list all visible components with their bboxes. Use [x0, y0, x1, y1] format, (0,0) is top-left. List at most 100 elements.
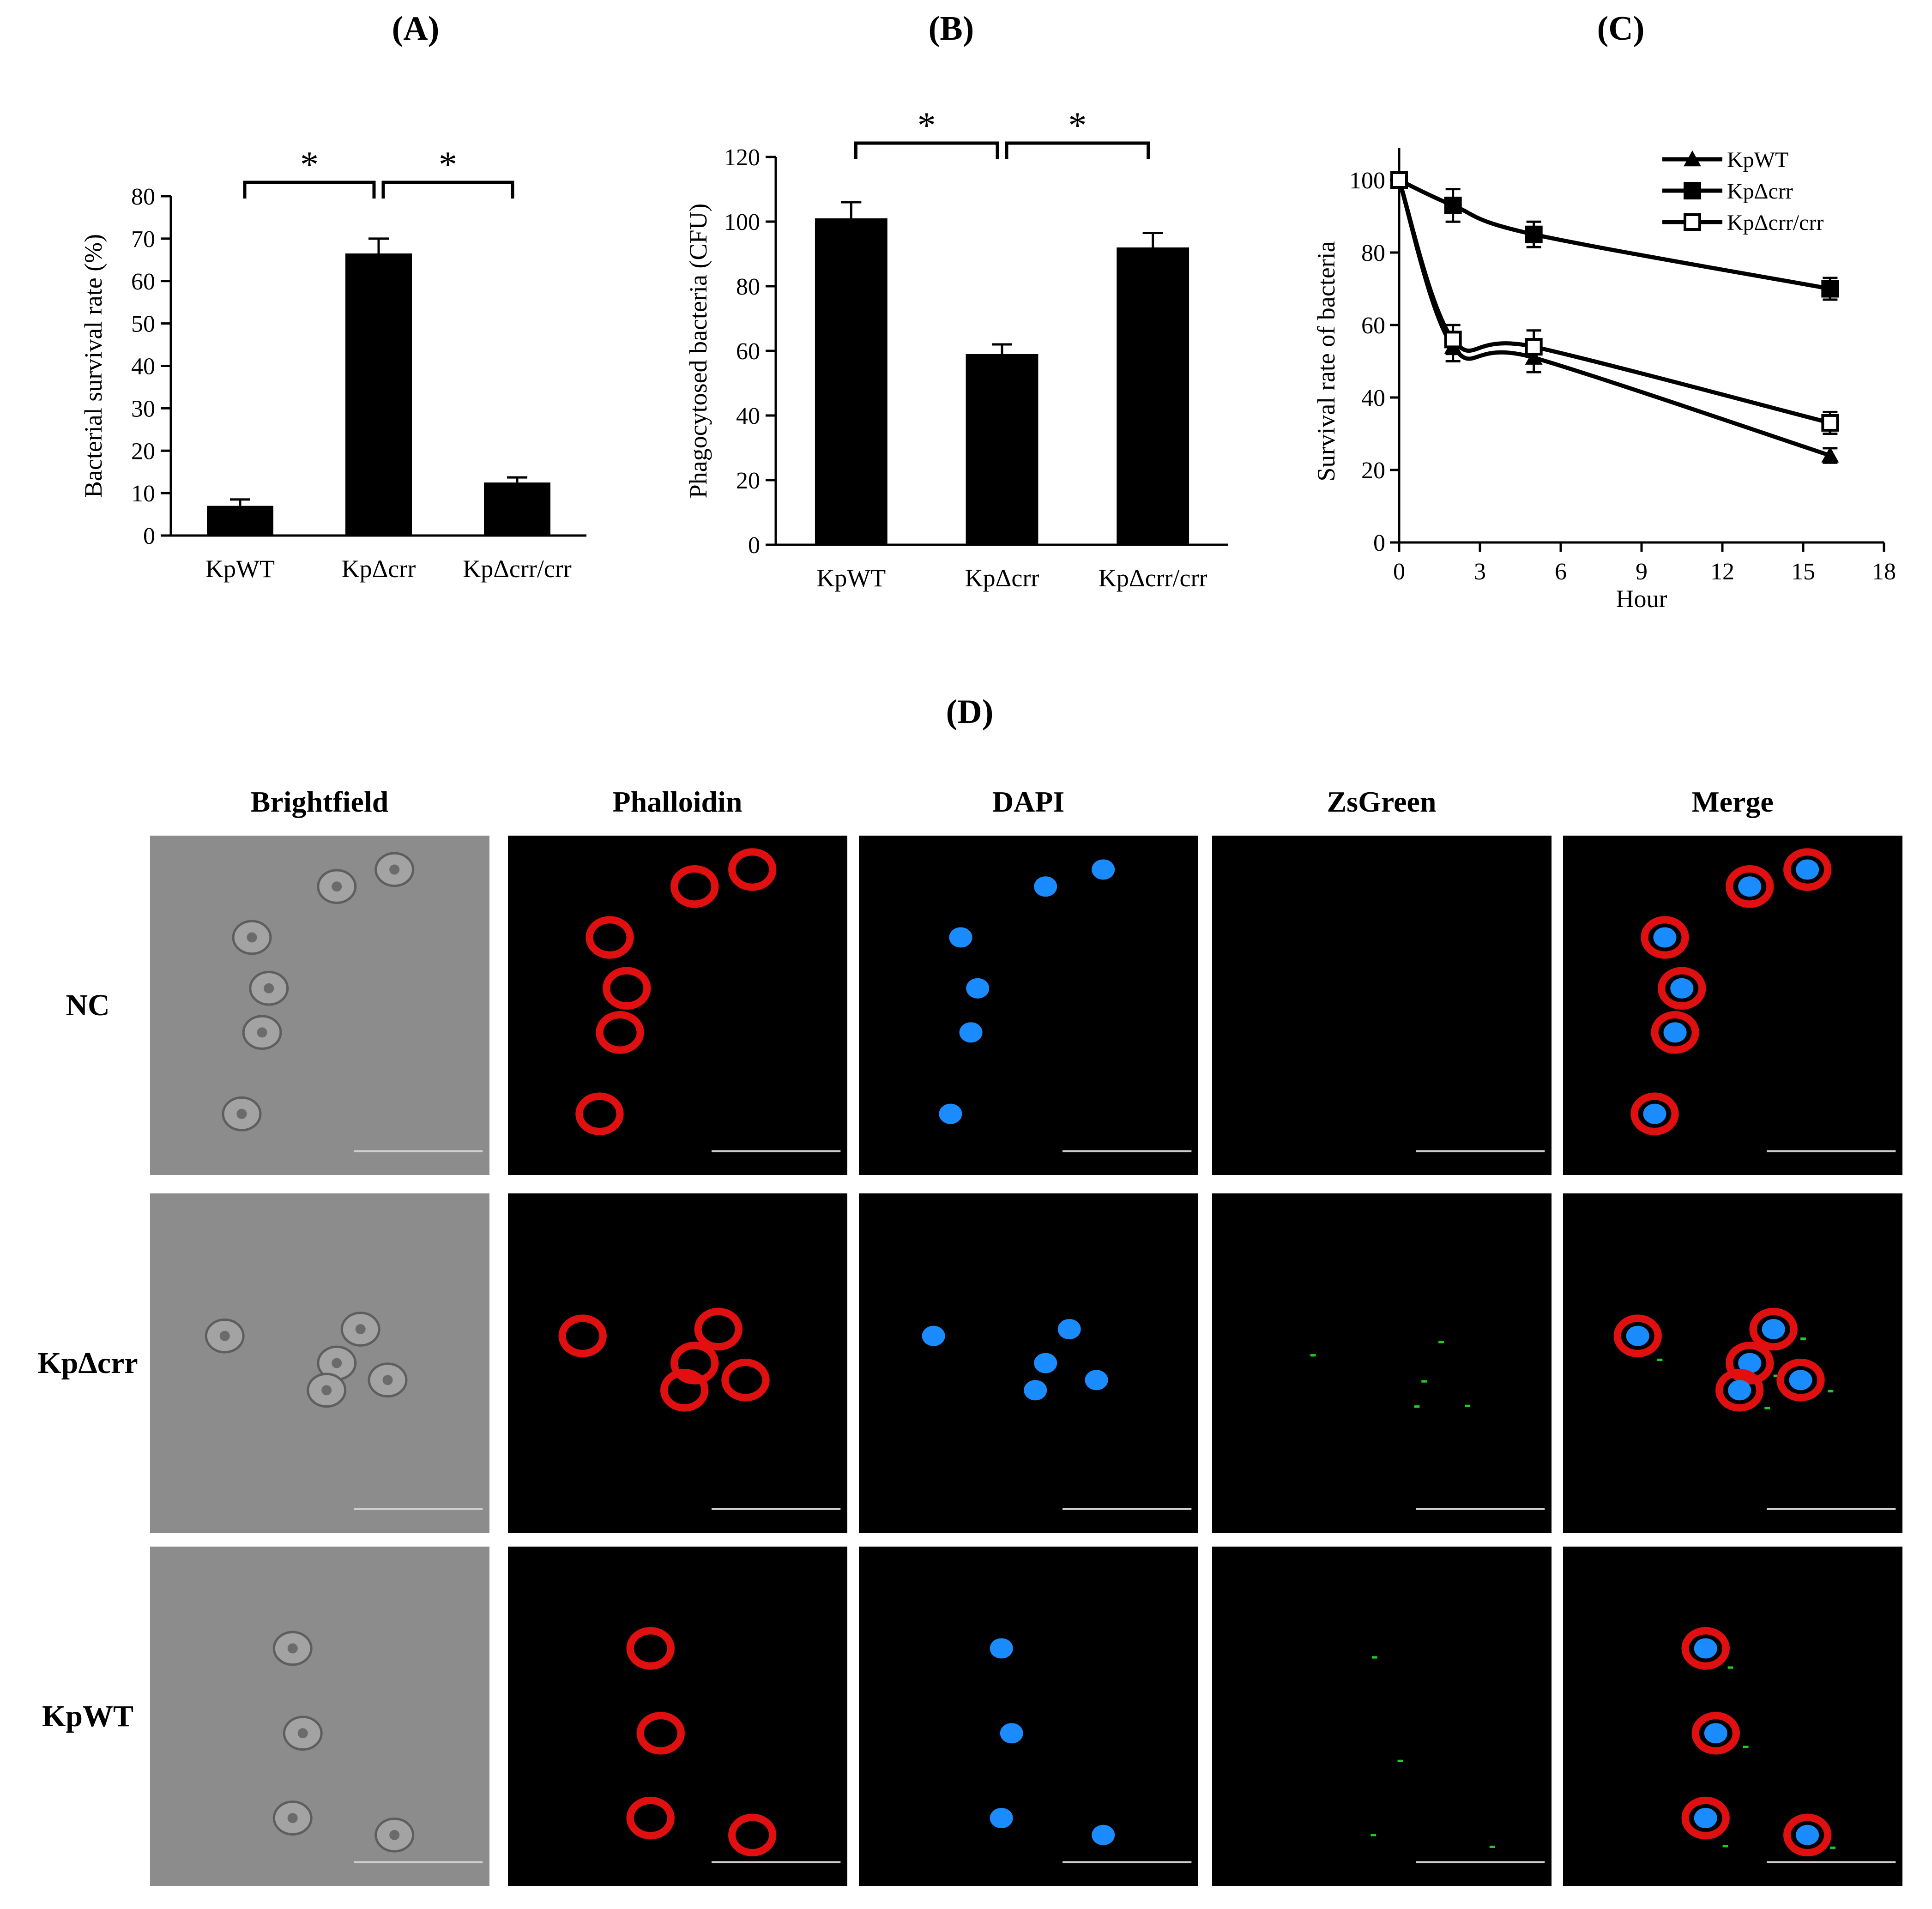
actin-outline — [1658, 967, 1706, 1010]
y-tick-label: 20 — [131, 438, 155, 464]
nucleus — [1796, 859, 1819, 880]
legend-label: KpΔcrr/crr — [1727, 211, 1823, 235]
y-tick-label: 50 — [131, 311, 155, 337]
micrograph-image — [1563, 1193, 1902, 1533]
micrograph-image — [859, 836, 1198, 1175]
image-background — [508, 1547, 847, 1886]
micrograph-image — [859, 1547, 1198, 1886]
nucleus — [1057, 1319, 1081, 1340]
actin-outline — [1776, 1358, 1825, 1402]
x-tick-label: 15 — [1791, 559, 1815, 585]
x-tick-label: 9 — [1636, 559, 1648, 585]
column-header-brightfield: Brightfield — [250, 785, 389, 818]
actin-outline — [1651, 1011, 1699, 1054]
column-header-merge: Merge — [1691, 785, 1774, 818]
micrograph-image — [150, 1193, 489, 1533]
microscopy-grid: Brightfield Phalloidin DAPI ZsGreen Merge NC K… — [28, 785, 1921, 1902]
x-category-label: KpΔcrr/crr — [1099, 564, 1208, 592]
bracket-line — [854, 141, 999, 159]
cell-nucleus — [287, 1643, 298, 1654]
cell-nucleus — [321, 1385, 332, 1396]
data-point — [1390, 171, 1408, 189]
y-tick-label: 10 — [131, 481, 155, 507]
actin-outline — [721, 1358, 770, 1402]
micrograph-image — [508, 836, 847, 1175]
data-point — [1821, 414, 1839, 432]
micrograph-dapi-row1 — [859, 1193, 1198, 1533]
y-tick-label: 0 — [143, 523, 155, 549]
bacterium — [1743, 1746, 1749, 1748]
nucleus — [1738, 876, 1762, 897]
image-background — [150, 1547, 489, 1886]
bacterium — [1438, 1341, 1444, 1343]
x-category-label: KpWT — [205, 555, 275, 583]
significance-star: * — [1068, 105, 1087, 146]
significance-star: * — [300, 145, 319, 185]
row-label: NC — [66, 988, 110, 1022]
nucleus — [959, 1022, 983, 1043]
nucleus — [1034, 876, 1057, 897]
bracket-line — [1005, 141, 1150, 159]
cell-nucleus — [382, 1375, 393, 1385]
bacterium — [1397, 1759, 1403, 1762]
row-label: KpWT — [42, 1699, 134, 1733]
significance-star: * — [439, 145, 457, 185]
actin-outline — [1691, 1711, 1740, 1755]
legend-marker — [1684, 213, 1701, 231]
legend-marker — [1684, 151, 1701, 167]
y-axis-label: Bacterial survival rate (%) — [79, 234, 107, 498]
image-background — [1212, 1547, 1552, 1886]
data-point — [1821, 280, 1839, 298]
nucleus — [1024, 1380, 1047, 1401]
nucleus — [1694, 1807, 1717, 1829]
y-tick-label: 120 — [724, 145, 760, 171]
y-tick-label: 40 — [736, 403, 760, 429]
data-point — [1444, 331, 1462, 349]
chart-b-phagocytosed-bacteria: 0 20 40 60 80 100 120 Phagocytosed bacteria (CF… — [684, 105, 1228, 592]
legend-label: KpWT — [1727, 148, 1788, 172]
micrograph-image — [1563, 1547, 1902, 1886]
panel-label-b: (B) — [928, 10, 974, 48]
actin-outline — [1681, 1627, 1730, 1670]
actin-outline — [1783, 848, 1832, 891]
y-tick-label: 40 — [131, 354, 155, 380]
actin-outline — [626, 1796, 675, 1840]
image-background — [859, 1547, 1198, 1886]
micrograph-image — [150, 836, 489, 1175]
micrograph-merge-row0 — [1563, 836, 1902, 1175]
actin-outline — [1613, 1314, 1662, 1358]
legend-label: KpΔcrr — [1727, 179, 1793, 204]
data-point — [1821, 446, 1839, 463]
micrograph-image — [508, 1193, 847, 1533]
nucleus — [1653, 927, 1677, 948]
nucleus — [1663, 1022, 1687, 1043]
actin-outline — [728, 1813, 777, 1857]
micrograph-image — [859, 1193, 1198, 1533]
y-tick-label: 100 — [724, 209, 760, 235]
cell-nucleus — [219, 1331, 230, 1341]
cell-nucleus — [257, 1027, 267, 1038]
actin-outline — [596, 1011, 644, 1054]
actin-outline — [1715, 1368, 1764, 1412]
nucleus — [966, 978, 990, 999]
nucleus — [1762, 1319, 1785, 1340]
panel-label-d: (D) — [946, 693, 994, 731]
bacterium — [1830, 1846, 1836, 1849]
column-header-phalloidin: Phalloidin — [612, 785, 743, 818]
bacterium — [1371, 1834, 1377, 1837]
micrograph-zsgreen-row2 — [1212, 1547, 1552, 1886]
x-axis-label: Hour — [1616, 585, 1667, 613]
cell-nucleus — [264, 983, 274, 994]
nucleus — [990, 1638, 1013, 1659]
bacterium — [1414, 1405, 1420, 1408]
actin-outline — [626, 1627, 675, 1670]
bacterium — [1421, 1380, 1427, 1383]
actin-outline — [660, 1368, 709, 1412]
significance-star: * — [918, 105, 936, 146]
actin-outline — [603, 967, 651, 1010]
cell-nucleus — [287, 1813, 298, 1824]
actin-outline — [694, 1307, 743, 1351]
chart-a-bacterial-survival: 0 10 20 30 40 50 60 70 80 Bacterial survival rate… — [79, 145, 586, 583]
micrograph-brightfield-row1 — [150, 1193, 489, 1533]
nucleus — [1085, 1370, 1108, 1391]
